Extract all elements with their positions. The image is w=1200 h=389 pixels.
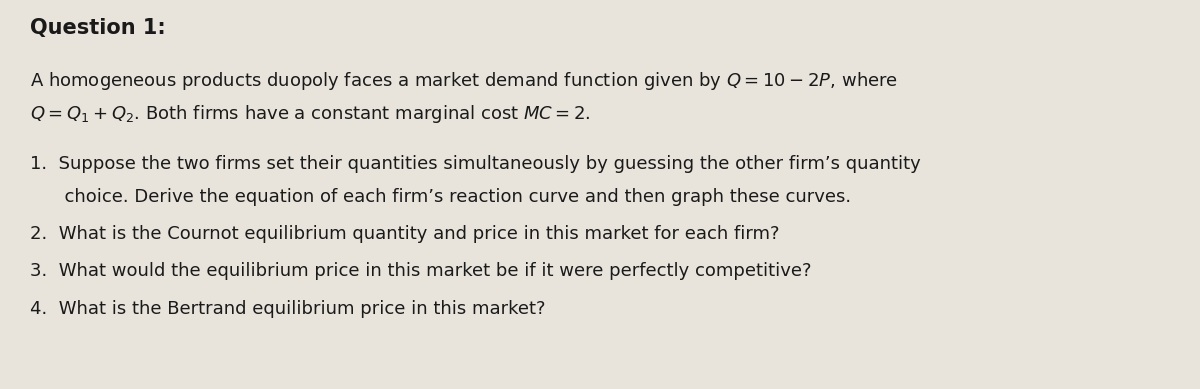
Text: $Q = Q_1 + Q_2$. Both firms have a constant marginal cost $MC = 2$.: $Q = Q_1 + Q_2$. Both firms have a const… [30,103,590,125]
Text: 3.  What would the equilibrium price in this market be if it were perfectly comp: 3. What would the equilibrium price in t… [30,262,811,280]
Text: 1.  Suppose the two firms set their quantities simultaneously by guessing the ot: 1. Suppose the two firms set their quant… [30,155,920,173]
Text: Question 1:: Question 1: [30,18,166,37]
Text: A homogeneous products duopoly faces a market demand function given by $Q = 10 -: A homogeneous products duopoly faces a m… [30,70,898,92]
Text: choice. Derive the equation of each firm’s reaction curve and then graph these c: choice. Derive the equation of each firm… [30,188,851,206]
Text: 4.  What is the Bertrand equilibrium price in this market?: 4. What is the Bertrand equilibrium pric… [30,300,546,318]
Text: 2.  What is the Cournot equilibrium quantity and price in this market for each f: 2. What is the Cournot equilibrium quant… [30,225,780,243]
